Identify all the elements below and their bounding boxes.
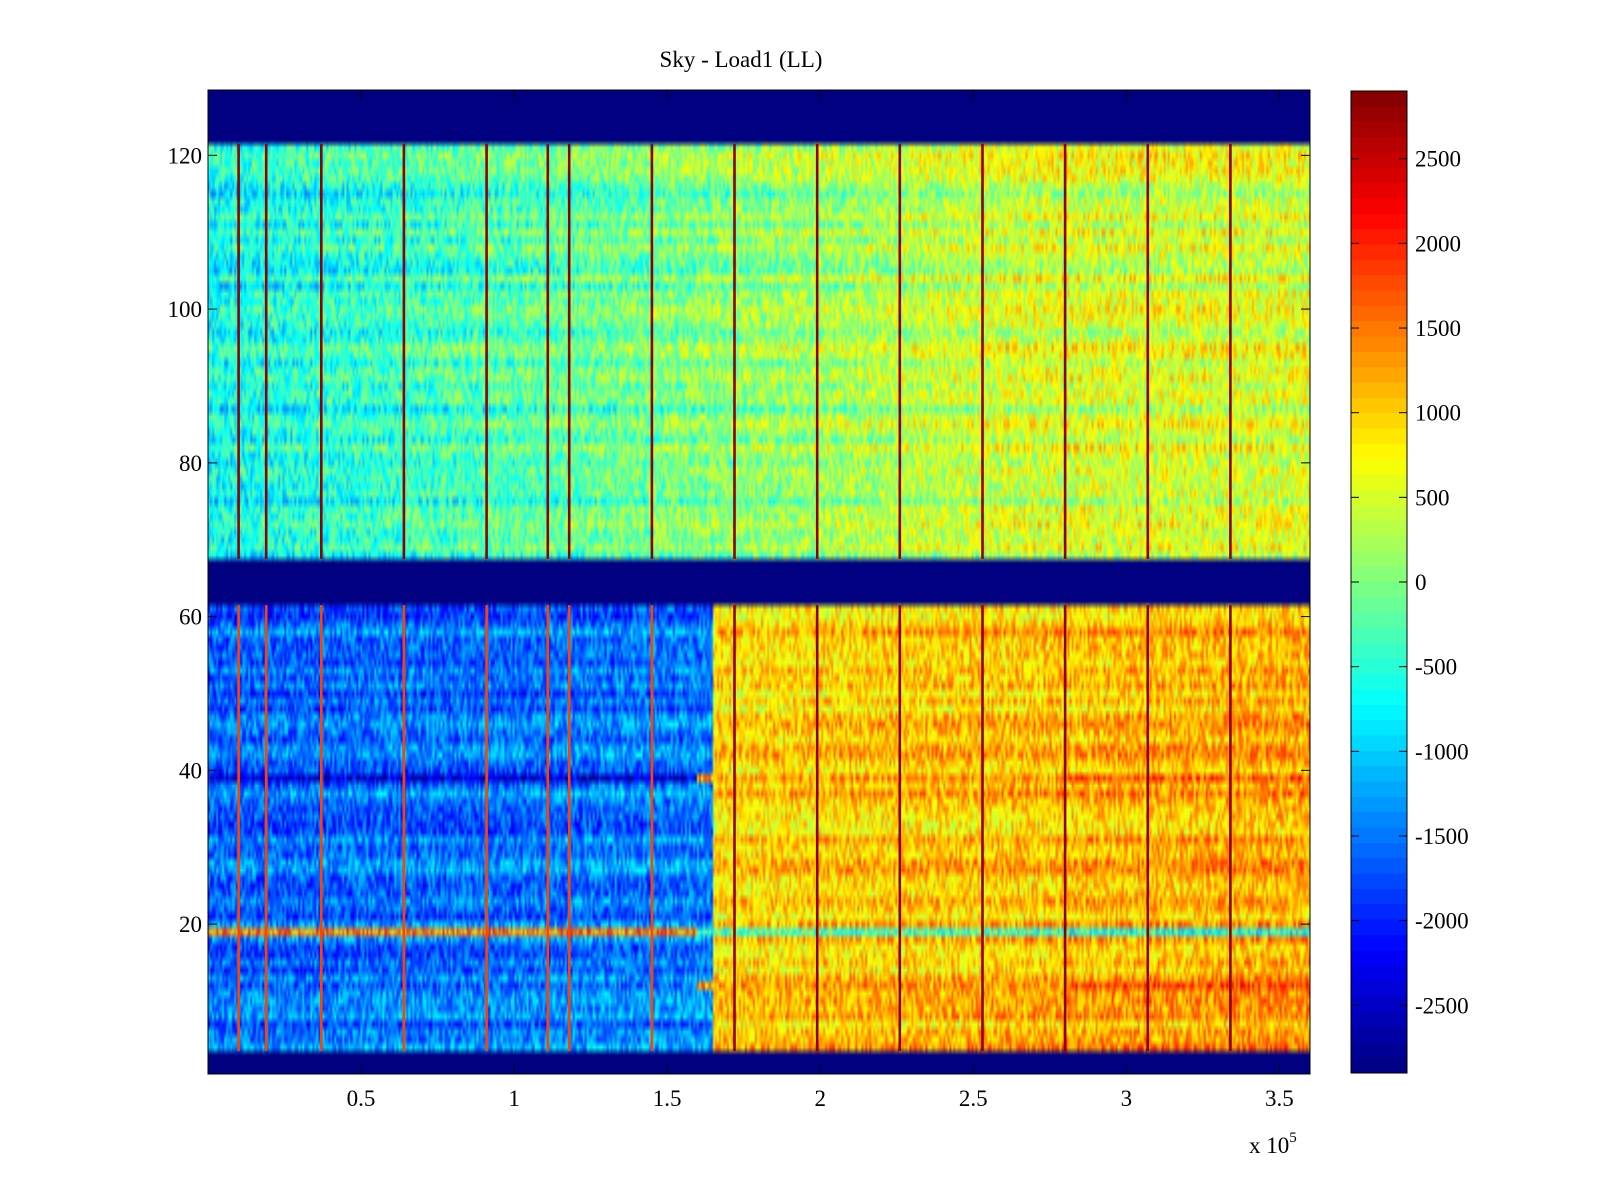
colorbar-tick-label-1: 2500 bbox=[1415, 147, 1461, 172]
stripe-6-seg-2 bbox=[546, 605, 550, 1051]
stripe-1-seg-1 bbox=[237, 143, 240, 559]
stripe-12-seg-2 bbox=[981, 605, 984, 1051]
x-tick-label-1: 0.5 bbox=[347, 1086, 376, 1111]
stripe-3-seg-2 bbox=[320, 605, 323, 1051]
stripe-1-seg-2 bbox=[237, 605, 240, 1051]
x-tick-label-2: 1 bbox=[508, 1086, 520, 1111]
stripe-9-seg-2 bbox=[733, 605, 736, 1051]
stripe-13-seg-1 bbox=[1063, 143, 1067, 559]
stripe-5-seg-1 bbox=[485, 143, 488, 559]
colorbar-tick-label-10: -2000 bbox=[1415, 909, 1469, 934]
stripe-overlay bbox=[237, 143, 1232, 1051]
stripe-15-seg-1 bbox=[1229, 143, 1232, 559]
x-multiplier-exponent: 5 bbox=[1289, 1130, 1297, 1146]
stripe-5-seg-2 bbox=[485, 605, 488, 1051]
x-tick-label-6: 3 bbox=[1121, 1086, 1133, 1111]
y-tick-label-1: 20 bbox=[179, 912, 202, 937]
colorbar-gradient bbox=[1351, 91, 1407, 1073]
x-tick-label-3: 1.5 bbox=[653, 1086, 682, 1111]
y-tick-label-4: 80 bbox=[179, 451, 202, 476]
stripe-11-seg-2 bbox=[898, 605, 902, 1051]
stripe-14-seg-1 bbox=[1146, 143, 1150, 559]
stripe-6-seg-1 bbox=[546, 143, 550, 559]
x-tick-label-5: 2.5 bbox=[959, 1086, 988, 1111]
heatmap-image bbox=[208, 90, 1310, 1074]
colorbar-tick-label-6: 0 bbox=[1415, 570, 1427, 595]
y-tick-label-2: 40 bbox=[179, 758, 202, 783]
stripe-15-seg-2 bbox=[1229, 605, 1232, 1051]
colorbar-tick-label-8: -1000 bbox=[1415, 739, 1469, 764]
stripe-2-seg-2 bbox=[264, 605, 268, 1051]
stripe-8-seg-2 bbox=[650, 605, 654, 1051]
stripe-9-seg-1 bbox=[733, 143, 736, 559]
stripe-13-seg-2 bbox=[1063, 605, 1067, 1051]
y-tick-label-5: 100 bbox=[168, 297, 203, 322]
chart-title: Sky - Load1 (LL) bbox=[660, 47, 823, 72]
x-multiplier-base: x 10 bbox=[1249, 1133, 1289, 1158]
y-tick-label-6: 120 bbox=[168, 143, 203, 168]
stripe-8-seg-1 bbox=[650, 143, 654, 559]
stripe-10-seg-2 bbox=[815, 605, 819, 1051]
colorbar-ticks: 2500 2000 1500 1000 500 0 -500 -1000 -1500 -2000 -… bbox=[1351, 147, 1469, 1018]
stripe-10-seg-1 bbox=[815, 143, 819, 559]
stripe-7-seg-2 bbox=[567, 605, 571, 1051]
stripe-3-seg-1 bbox=[320, 143, 323, 559]
colorbar-tick-label-11: -2500 bbox=[1415, 993, 1469, 1018]
colorbar-tick-label-9: -1500 bbox=[1415, 824, 1469, 849]
heatmap-area bbox=[207, 89, 1311, 1075]
y-axis: 20 40 60 80 100 120 bbox=[168, 143, 1310, 937]
plot-frame bbox=[207, 89, 1311, 1075]
colorbar-tick-label-4: 1000 bbox=[1415, 401, 1461, 426]
x-axis: 0.5 1 1.5 2 2.5 3 3.5 bbox=[347, 90, 1294, 1111]
colorbar-tick-label-7: -500 bbox=[1415, 655, 1457, 680]
y-tick-label-3: 60 bbox=[179, 605, 202, 630]
colorbar-tick-label-2: 2000 bbox=[1415, 231, 1461, 256]
x-tick-label-4: 2 bbox=[814, 1086, 826, 1111]
stripe-4-seg-2 bbox=[402, 605, 406, 1051]
stripe-11-seg-1 bbox=[898, 143, 902, 559]
stripe-4-seg-1 bbox=[402, 143, 406, 559]
stripe-14-seg-2 bbox=[1146, 605, 1150, 1051]
stripe-2-seg-1 bbox=[264, 143, 268, 559]
x-tick-label-7: 3.5 bbox=[1265, 1086, 1294, 1111]
stripe-12-seg-1 bbox=[981, 143, 984, 559]
colorbar: 2500 2000 1500 1000 500 0 -500 -1000 -1500 -2000 -… bbox=[1350, 90, 1469, 1074]
colorbar-tick-label-3: 1500 bbox=[1415, 316, 1461, 341]
x-multiplier-label: x 105 bbox=[1249, 1130, 1297, 1158]
colorbar-tick-label-5: 500 bbox=[1415, 485, 1450, 510]
stripe-7-seg-1 bbox=[567, 143, 571, 559]
